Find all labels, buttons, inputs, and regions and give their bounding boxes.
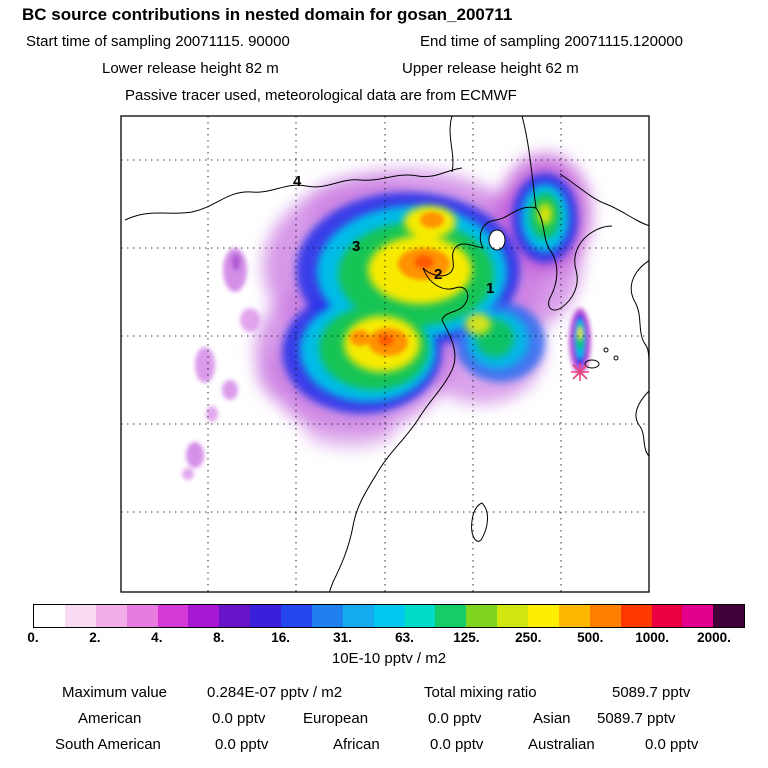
colorbar-cell <box>497 605 528 627</box>
region-european-value: 0.0 pptv <box>428 710 482 727</box>
colorbar-cell <box>528 605 559 627</box>
grid-lines <box>121 116 649 592</box>
map-panel: 1 2 3 4 <box>120 115 650 593</box>
colorbar-cell <box>713 605 745 627</box>
colorbar-cell <box>219 605 251 627</box>
region-asian-label: Asian <box>533 710 571 727</box>
colorbar-tick-label: 250. <box>515 630 542 645</box>
colorbar-tick-label: 16. <box>271 630 291 645</box>
colorbar-cell <box>682 605 714 627</box>
colorbar-cell <box>435 605 467 627</box>
colorbar-cell <box>250 605 281 627</box>
colorbar-cell <box>157 605 189 627</box>
colorbar <box>33 604 745 628</box>
colorbar-cell <box>620 605 652 627</box>
colorbar-tick-label: 2000. <box>697 630 731 645</box>
point-label-3: 3 <box>352 238 360 255</box>
region-american-label: American <box>78 710 142 727</box>
total-ratio-label: Total mixing ratio <box>424 684 537 701</box>
lower-release-text: Lower release height 82 m <box>102 60 279 77</box>
point-label-4: 4 <box>293 173 302 190</box>
colorbar-tick-label: 8. <box>213 630 225 645</box>
colorbar-tick-label: 4. <box>151 630 163 645</box>
point-label-2: 2 <box>434 266 442 283</box>
contour-level-orange <box>350 212 450 356</box>
colorbar-cell <box>34 605 65 627</box>
region-southamerican-label: South American <box>55 736 161 753</box>
colorbar-cell <box>95 605 127 627</box>
colorbar-cell <box>404 605 436 627</box>
colorbar-tick-label: 125. <box>453 630 480 645</box>
receptor-star-icon <box>571 363 589 381</box>
colorbar-cell <box>64 605 96 627</box>
colorbar-tick-label: 2. <box>89 630 101 645</box>
tracer-note-text: Passive tracer used, meteorological data… <box>125 87 517 104</box>
region-american-value: 0.0 pptv <box>212 710 266 727</box>
page-title: BC source contributions in nested domain… <box>22 5 513 24</box>
colorbar-cell <box>342 605 374 627</box>
colorbar-tick-label: 63. <box>395 630 414 645</box>
region-african-value: 0.0 pptv <box>430 736 484 753</box>
total-ratio-value: 5089.7 pptv <box>612 684 691 701</box>
colorbar-cell <box>281 605 312 627</box>
coastlines <box>124 116 649 592</box>
region-australian-value: 0.0 pptv <box>645 736 699 753</box>
colorbar-cell <box>373 605 405 627</box>
max-value-label: Maximum value <box>62 684 168 701</box>
region-african-label: African <box>333 736 380 753</box>
map-frame <box>120 115 650 593</box>
plume-contours <box>182 154 591 480</box>
upper-release-text: Upper release height 62 m <box>402 60 579 77</box>
region-southamerican-value: 0.0 pptv <box>215 736 269 753</box>
white-gap <box>488 229 506 251</box>
region-australian-label: Australian <box>528 736 595 753</box>
colorbar-tick-label: 1000. <box>635 630 670 645</box>
end-time-text: End time of sampling 20071115.120000 <box>420 33 683 50</box>
colorbar-tick-label: 500. <box>577 630 604 645</box>
colorbar-cell <box>311 605 343 627</box>
colorbar-cell <box>126 605 158 627</box>
colorbar-cell <box>651 605 683 627</box>
max-value: 0.284E-07 pptv / m2 <box>207 684 343 701</box>
colorbar-cell <box>466 605 498 627</box>
colorbar-cell <box>188 605 220 627</box>
colorbar-cell <box>589 605 621 627</box>
colorbar-ticks: 0. 2. 4. 8. 16. 31. 63. 125. 250. 500. 1000. 2000. <box>27 630 745 646</box>
region-european-label: European <box>303 710 369 727</box>
region-asian-value: 5089.7 pptv <box>597 710 676 727</box>
strait-stripe <box>569 308 591 374</box>
scattered-violet-patches <box>182 248 260 480</box>
point-label-1: 1 <box>486 280 494 297</box>
colorbar-tick-label: 31. <box>333 630 352 645</box>
colorbar-cell <box>558 605 590 627</box>
start-time-text: Start time of sampling 20071115. 90000 <box>26 33 290 50</box>
colorbar-unit-label: 10E-10 pptv / m2 <box>331 650 447 667</box>
colorbar-tick-label: 0. <box>27 630 39 645</box>
